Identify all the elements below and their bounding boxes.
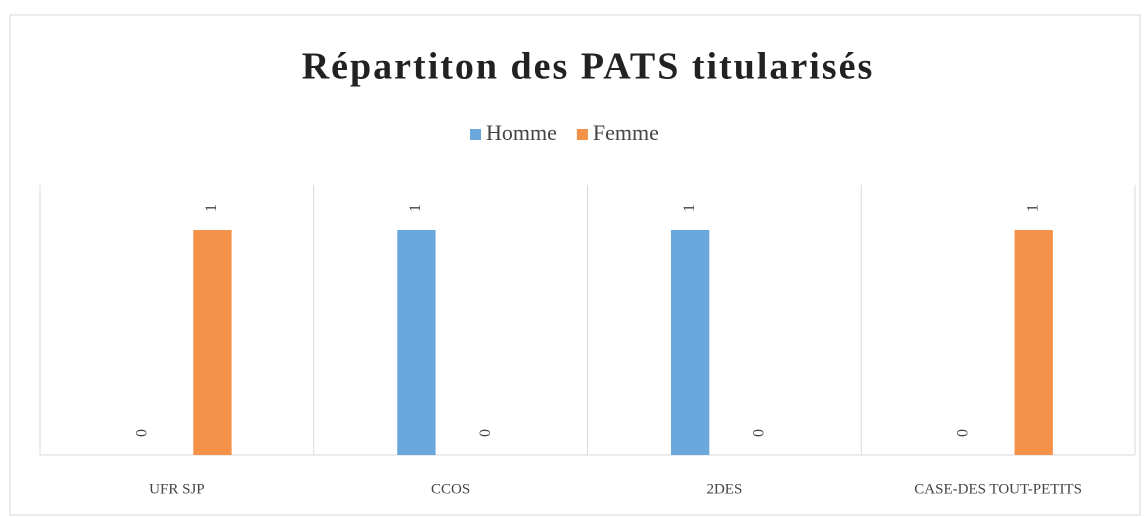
legend-label: Femme [593,120,659,145]
x-tick-label: 2DES [706,481,742,497]
data-label: 1 [203,204,220,212]
data-label: 0 [477,429,494,437]
data-label: 1 [681,204,698,212]
data-label: 0 [133,429,150,437]
bar [670,230,710,455]
bar [193,230,232,455]
x-tick-label: CASE-DES TOUT-PETITS [914,481,1082,497]
data-label: 1 [407,204,424,212]
chart-title: Répartiton des PATS titularisés [302,46,875,88]
data-label: 0 [751,429,768,437]
x-tick-label: UFR SJP [149,481,204,497]
legend-swatch [576,129,588,140]
data-label: 1 [1024,204,1041,212]
chart-border [9,14,1141,516]
bar [1014,230,1053,455]
legend-swatch [470,129,481,140]
bar [397,230,436,455]
legend-label: Homme [486,120,557,145]
data-label: 0 [955,429,972,437]
x-tick-label: CCOS [431,481,470,497]
